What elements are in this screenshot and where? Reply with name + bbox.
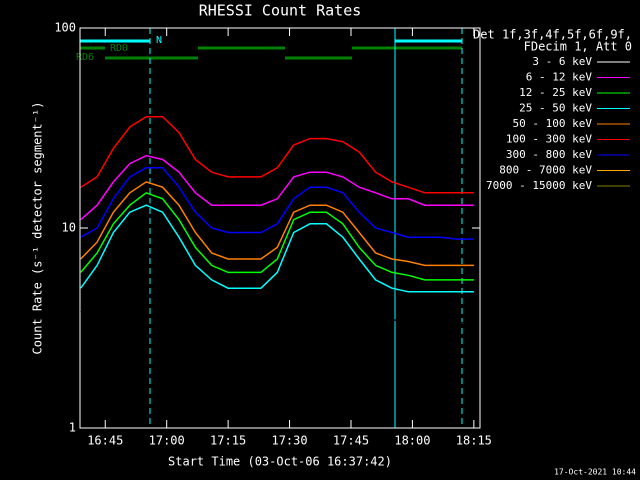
legend-label: 100 - 300 keV (506, 133, 592, 146)
x-tick-label: 17:45 (333, 434, 369, 448)
series-line (80, 181, 474, 267)
legend-label: 800 - 7000 keV (499, 164, 592, 177)
legend-label: 3 - 6 keV (532, 55, 592, 68)
x-tick-label: 16:45 (87, 434, 123, 448)
legend-label: 7000 - 15000 keV (486, 179, 592, 192)
legend-label: 25 - 50 keV (519, 102, 592, 115)
x-tick-label: 18:00 (394, 434, 430, 448)
legend-label: 12 - 25 keV (519, 86, 592, 99)
x-axis-label: Start Time (03-Oct-06 16:37:42) (168, 455, 392, 469)
legend-label: 50 - 100 keV (513, 117, 593, 130)
legend-label: 6 - 12 keV (526, 71, 593, 84)
series-line (80, 191, 474, 281)
y-tick-label: 1 (69, 421, 76, 435)
plot-frame (79, 27, 481, 429)
y-tick-label: 10 (62, 221, 76, 235)
series-line (80, 167, 474, 240)
series-line (80, 115, 474, 194)
legend-title: Det 1f,3f,4f,5f,6f,9f, (473, 28, 632, 42)
annotation-layer: N RD0 RD6 (76, 28, 463, 428)
x-tick-label: 17:15 (210, 434, 246, 448)
series-line (80, 204, 474, 293)
annotation: RD6 (76, 52, 94, 63)
chart-title: RHESSI Count Rates (199, 2, 362, 20)
y-tick-label: 100 (54, 21, 76, 35)
legend-title: FDecim 1, Att 0 (524, 40, 632, 54)
series-line (80, 200, 475, 328)
annotation: RD0 (110, 43, 128, 54)
annotation: N (156, 35, 162, 46)
x-tick-label: 17:30 (271, 434, 307, 448)
x-tick-label: 18:15 (456, 434, 492, 448)
legend-label: 300 - 800 keV (506, 148, 592, 161)
x-tick-label: 17:00 (149, 434, 185, 448)
timestamp: 17-Oct-2021 10:44 (554, 468, 636, 477)
y-axis-label: Count Rate (s⁻¹ detector segment⁻¹) (31, 102, 45, 355)
series-line (80, 154, 474, 221)
